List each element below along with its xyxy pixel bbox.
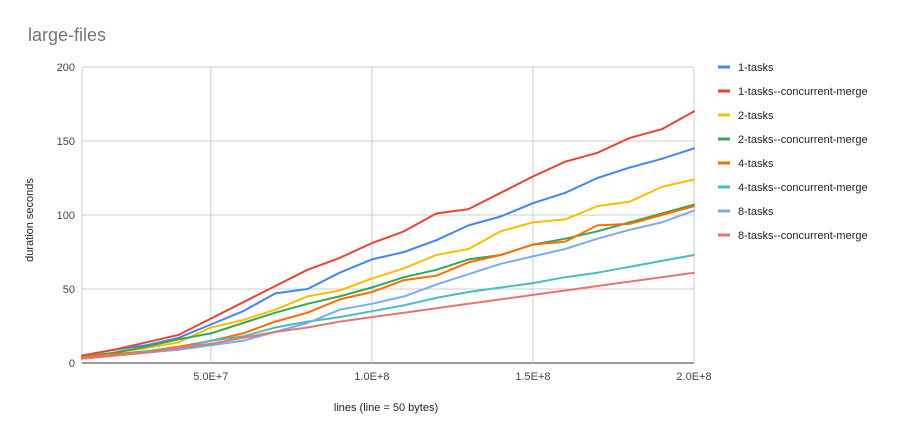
series-line-1-tasks--concurrent-merge xyxy=(81,110,695,357)
legend-item: 4-tasks xyxy=(718,158,774,170)
legend-label: 8-tasks--concurrent-merge xyxy=(738,230,868,242)
series-line-8-tasks xyxy=(81,209,695,360)
y-tick-label: 100 xyxy=(57,210,75,222)
y-axis-ticks: 0 50 100 150 200 xyxy=(57,62,75,370)
series-line-2-tasks xyxy=(81,178,695,359)
legend-label: 1-tasks--concurrent-merge xyxy=(738,86,868,98)
gridlines xyxy=(81,66,695,364)
legend-item: 1-tasks--concurrent-merge xyxy=(718,86,868,98)
y-tick-label: 150 xyxy=(57,136,75,148)
series-line-4-tasks xyxy=(81,205,695,359)
legend-item: 1-tasks xyxy=(718,62,774,74)
legend-item: 2-tasks xyxy=(718,110,774,122)
series-lines xyxy=(81,110,695,360)
legend-item: 4-tasks--concurrent-merge xyxy=(718,182,868,194)
legend: 1-tasks 1-tasks--concurrent-merge 2-tasks 2… xyxy=(718,62,868,242)
series-line-8-tasks--concurrent-merge xyxy=(81,271,695,360)
y-tick-label: 0 xyxy=(69,358,75,370)
legend-label: 1-tasks xyxy=(738,62,774,74)
series-line-2-tasks--concurrent-merge xyxy=(81,203,695,359)
x-tick-label: 5.0E+7 xyxy=(193,371,228,383)
y-tick-label: 50 xyxy=(63,284,75,296)
y-axis-label: duration seconds xyxy=(24,178,36,262)
legend-label: 2-tasks xyxy=(738,110,774,122)
legend-label: 2-tasks--concurrent-merge xyxy=(738,134,868,146)
legend-label: 4-tasks xyxy=(738,158,774,170)
legend-label: 8-tasks xyxy=(738,206,774,218)
y-tick-label: 200 xyxy=(57,62,75,74)
x-axis-label: lines (line = 50 bytes) xyxy=(334,402,438,414)
legend-label: 4-tasks--concurrent-merge xyxy=(738,182,868,194)
chart-title: large-files xyxy=(28,25,106,45)
legend-item: 8-tasks--concurrent-merge xyxy=(718,230,868,242)
x-tick-label: 1.5E+8 xyxy=(515,371,550,383)
x-tick-label: 2.0E+8 xyxy=(676,371,711,383)
legend-item: 2-tasks--concurrent-merge xyxy=(718,134,868,146)
series-line-1-tasks xyxy=(81,147,695,357)
x-axis-ticks: 5.0E+7 1.0E+8 1.5E+8 2.0E+8 xyxy=(193,371,711,383)
legend-item: 8-tasks xyxy=(718,206,774,218)
x-tick-label: 1.0E+8 xyxy=(354,371,389,383)
